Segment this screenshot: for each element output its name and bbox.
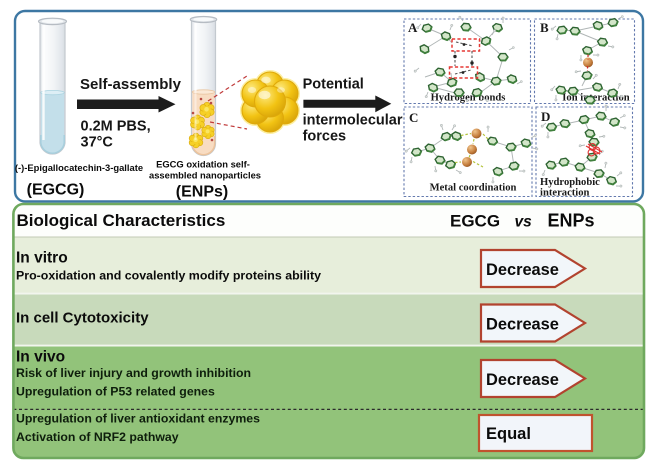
svg-text:(ENPs): (ENPs) (176, 184, 228, 201)
svg-text:vs: vs (515, 214, 533, 231)
svg-text:Upregulation of liver antioxid: Upregulation of liver antioxidant enzyme… (16, 412, 260, 426)
svg-text:assembled nanoparticles: assembled nanoparticles (149, 170, 261, 181)
svg-text:(EGCG): (EGCG) (27, 182, 85, 199)
svg-text:EGCG oxidation self-: EGCG oxidation self- (156, 159, 250, 170)
svg-text:intermolecular: intermolecular (303, 113, 403, 129)
svg-text:EGCG: EGCG (450, 212, 500, 231)
svg-text:Hydrophobic: Hydrophobic (540, 177, 600, 188)
svg-text:37°C: 37°C (81, 134, 114, 150)
svg-text:D: D (541, 109, 550, 124)
svg-text:B: B (540, 20, 549, 35)
svg-text:Pro-oxidation and covalently m: Pro-oxidation and covalently modify prot… (16, 269, 321, 283)
svg-text:forces: forces (303, 128, 347, 144)
svg-text:In vitro: In vitro (16, 250, 68, 267)
svg-text:Ion interaction: Ion interaction (562, 93, 629, 104)
svg-text:C: C (409, 110, 418, 125)
svg-text:(-)-Epigallocatechin-3-gallate: (-)-Epigallocatechin-3-gallate (15, 162, 143, 173)
svg-text:Potential: Potential (303, 77, 364, 93)
svg-text:Risk of liver injury and growt: Risk of liver injury and growth inhibiti… (16, 366, 251, 380)
svg-text:Biological Characteristics: Biological Characteristics (17, 211, 226, 230)
svg-text:Activation of NRF2 pathway: Activation of NRF2 pathway (16, 430, 179, 444)
svg-text:0.2M PBS,: 0.2M PBS, (81, 118, 151, 134)
svg-text:Upregulation of P53 related ge: Upregulation of P53 related genes (16, 385, 215, 399)
svg-text:In cell Cytotoxicity: In cell Cytotoxicity (16, 310, 149, 327)
svg-text:interaction: interaction (540, 188, 590, 199)
svg-text:Equal: Equal (486, 425, 531, 443)
svg-text:ENPs: ENPs (548, 211, 595, 231)
svg-text:In vivo: In vivo (16, 349, 65, 366)
svg-text:Hydrogen bonds: Hydrogen bonds (431, 93, 506, 104)
svg-text:Metal coordination: Metal coordination (430, 183, 517, 194)
svg-text:Self-assembly: Self-assembly (80, 76, 182, 93)
svg-text:A: A (408, 20, 418, 35)
